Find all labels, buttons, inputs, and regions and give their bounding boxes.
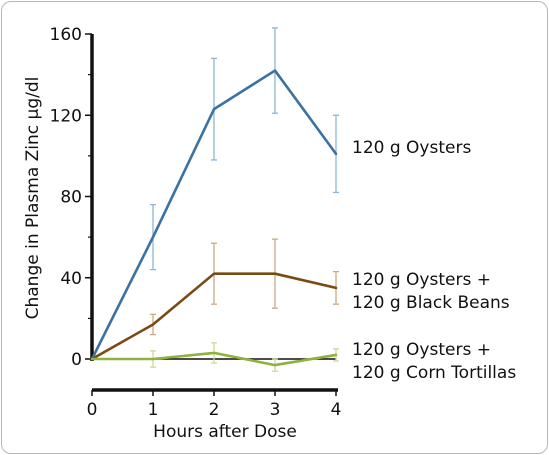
series-label-3: 120 g Corn Tortillas: [352, 363, 516, 383]
x-tick-label: 3: [270, 400, 281, 420]
x-tick-label: 2: [209, 400, 220, 420]
series-labels: 120 g Oysters 120 g Oysters + 120 g Black …: [352, 138, 516, 383]
y-axis-title: Change in Plasma Zinc µg/dl: [23, 77, 43, 320]
y-tick-label: 80: [60, 188, 82, 208]
series-line-3: [90, 351, 338, 367]
axes: [90, 34, 338, 392]
x-axis-title: Hours after Dose: [153, 422, 297, 442]
series-line-2: [90, 272, 338, 361]
series-label-2: 120 g Black Beans: [352, 293, 510, 313]
y-tick-label: 0: [71, 350, 82, 370]
y-tick-label: 40: [60, 269, 82, 289]
x-tick-label: 4: [331, 400, 342, 420]
series-label-3: 120 g Oysters +: [352, 340, 491, 360]
ticks: 0 40 80 120 160 0 1 2 3 4: [50, 25, 342, 420]
error-bars: [150, 27, 339, 372]
series-label-1: 120 g Oysters: [352, 138, 471, 158]
series-line-1: [90, 69, 338, 361]
y-tick-label: 120: [50, 106, 82, 126]
x-tick-label: 0: [87, 400, 98, 420]
series-lines: [90, 69, 338, 367]
y-tick-label: 160: [50, 25, 82, 45]
x-tick-label: 1: [148, 400, 159, 420]
series-label-2: 120 g Oysters +: [352, 270, 491, 290]
